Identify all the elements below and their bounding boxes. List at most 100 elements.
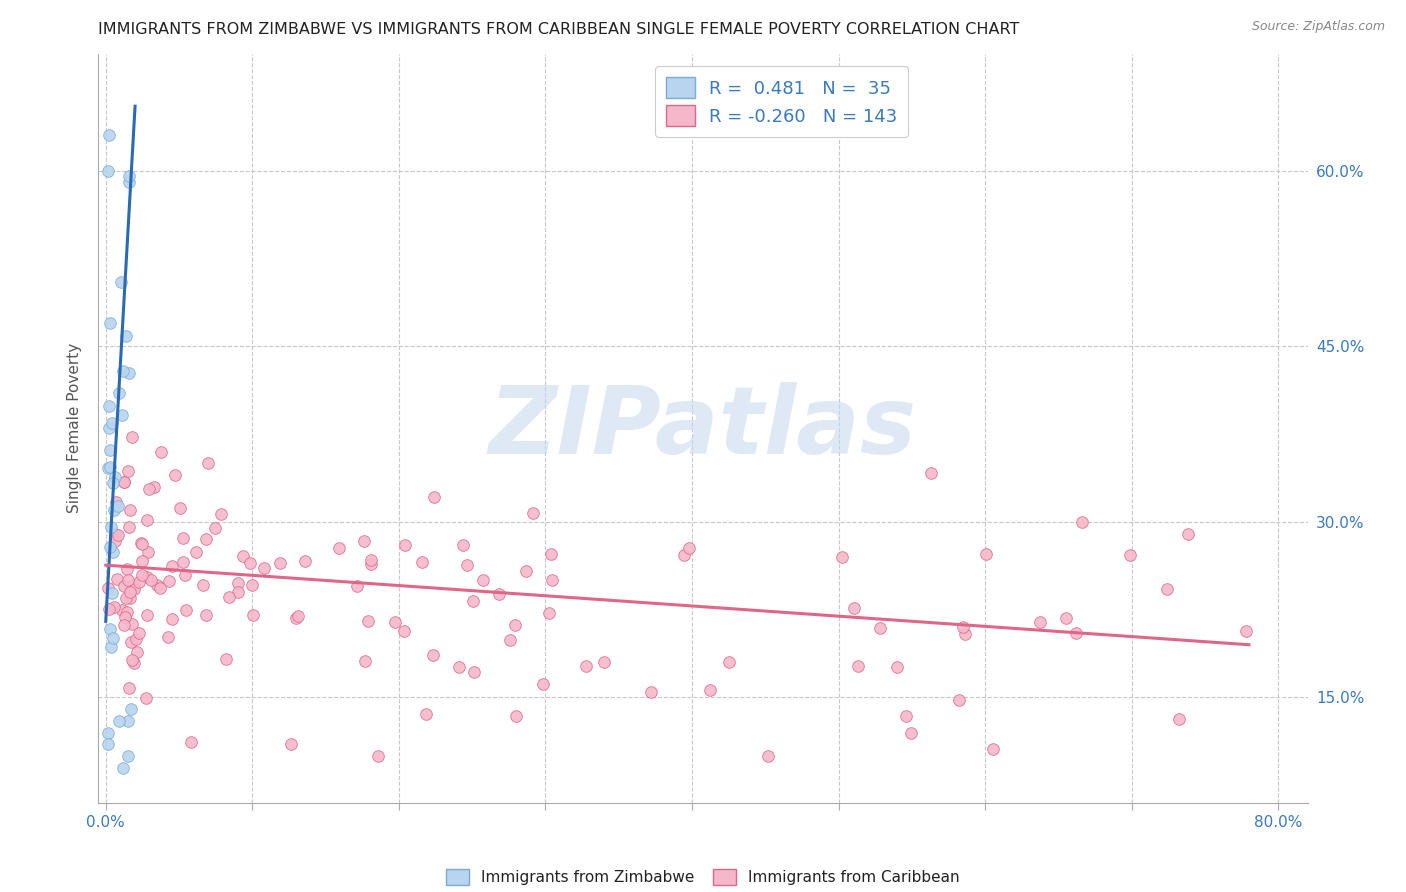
Point <box>112 579 135 593</box>
Point <box>226 584 249 599</box>
Point <box>392 624 415 639</box>
Point <box>121 653 143 667</box>
Point <box>242 608 264 623</box>
Point <box>952 620 974 634</box>
Point <box>122 582 145 596</box>
Point <box>129 536 152 550</box>
Point <box>135 691 157 706</box>
Point <box>214 651 236 665</box>
Point <box>672 548 695 562</box>
Point <box>117 464 139 478</box>
Point <box>107 499 129 513</box>
Point <box>118 176 141 190</box>
Point <box>240 578 263 592</box>
Point <box>541 573 564 587</box>
Point <box>456 558 478 572</box>
Text: IMMIGRANTS FROM ZIMBABWE VS IMMIGRANTS FROM CARIBBEAN SINGLE FEMALE POVERTY CORR: IMMIGRANTS FROM ZIMBABWE VS IMMIGRANTS F… <box>98 22 1019 37</box>
Point <box>110 275 132 289</box>
Point <box>157 574 180 589</box>
Point <box>104 534 127 549</box>
Text: Source: ZipAtlas.com: Source: ZipAtlas.com <box>1251 20 1385 33</box>
Point <box>422 648 444 662</box>
Point <box>451 538 474 552</box>
Point <box>846 659 869 673</box>
Point <box>118 169 141 183</box>
Point <box>142 480 165 494</box>
Point <box>394 538 416 552</box>
Point <box>488 587 510 601</box>
Point <box>117 605 139 619</box>
Point <box>160 559 183 574</box>
Point <box>124 578 146 592</box>
Point <box>160 611 183 625</box>
Point <box>121 430 143 444</box>
Point <box>204 521 226 535</box>
Point <box>195 532 218 546</box>
Point <box>896 708 918 723</box>
Point <box>1054 611 1077 625</box>
Point <box>103 502 125 516</box>
Point <box>449 659 471 673</box>
Point <box>172 555 194 569</box>
Point <box>157 631 180 645</box>
Point <box>118 519 141 533</box>
Point <box>1064 626 1087 640</box>
Point <box>717 655 740 669</box>
Point <box>104 526 127 541</box>
Point <box>515 564 537 578</box>
Point <box>218 590 240 604</box>
Point <box>98 623 121 637</box>
Point <box>471 573 494 587</box>
Point <box>191 578 214 592</box>
Point <box>172 531 194 545</box>
Point <box>540 548 562 562</box>
Point <box>115 562 138 576</box>
Point <box>107 528 129 542</box>
Point <box>131 567 153 582</box>
Point <box>97 128 120 143</box>
Point <box>209 507 232 521</box>
Point <box>239 556 262 570</box>
Point <box>120 503 142 517</box>
Point <box>97 725 120 739</box>
Point <box>269 556 291 570</box>
Point <box>112 618 135 632</box>
Point <box>253 560 276 574</box>
Point <box>328 541 350 555</box>
Point <box>463 594 485 608</box>
Point <box>499 633 522 648</box>
Point <box>974 547 997 561</box>
Point <box>107 714 129 728</box>
Point <box>756 749 779 764</box>
Point <box>131 536 153 550</box>
Point <box>197 456 219 470</box>
Point <box>981 741 1004 756</box>
Point <box>463 665 485 680</box>
Point <box>100 520 122 534</box>
Point <box>138 482 160 496</box>
Y-axis label: Single Female Poverty: Single Female Poverty <box>67 343 83 513</box>
Point <box>1029 615 1052 629</box>
Point <box>98 602 121 616</box>
Point <box>415 707 437 722</box>
Point <box>900 725 922 739</box>
Point <box>411 555 433 569</box>
Point <box>226 576 249 591</box>
Point <box>97 460 120 475</box>
Point <box>886 660 908 674</box>
Point <box>97 737 120 751</box>
Point <box>593 656 616 670</box>
Point <box>128 625 150 640</box>
Point <box>831 549 853 564</box>
Point <box>105 572 128 586</box>
Point <box>111 761 134 775</box>
Point <box>128 574 150 589</box>
Point <box>384 615 406 629</box>
Point <box>118 591 141 606</box>
Point <box>98 460 121 475</box>
Point <box>367 749 389 764</box>
Point <box>112 475 135 489</box>
Point <box>131 554 153 568</box>
Point <box>97 582 120 596</box>
Point <box>169 501 191 516</box>
